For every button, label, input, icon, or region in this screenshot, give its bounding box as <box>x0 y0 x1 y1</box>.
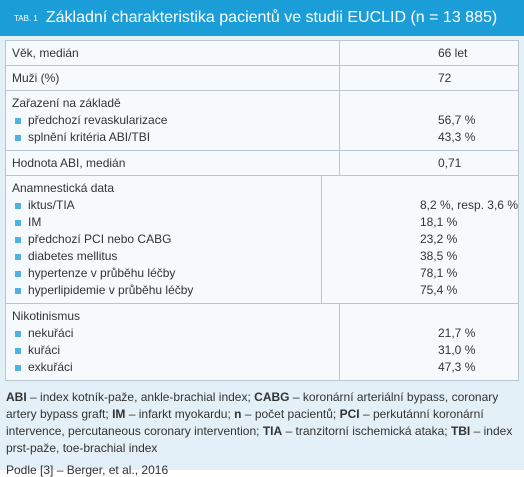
footnote-definition: – koronární arteriální bypass, coronary … <box>6 390 499 421</box>
label-cell: Hodnota ABI, medián <box>6 151 339 175</box>
item-label: splnění kritéria ABI/TBI <box>12 129 333 146</box>
item-label: diabetes mellitus <box>12 248 315 265</box>
footnote-term: n <box>234 407 242 421</box>
label-cell: Anamnestická data iktus/TIA IM předchozí PC… <box>6 176 321 303</box>
label-cell: Nikotinismus nekuřáci kuřáci exkuřáci <box>6 304 339 380</box>
table-row: Anamnestická data iktus/TIA IM předchozí PC… <box>6 175 518 303</box>
item-value: 23,2 % <box>419 232 458 246</box>
footnote: ABI – index kotník-paže, ankle-brachial … <box>6 389 518 457</box>
item-label: nekuřáci <box>12 325 333 342</box>
row-label: Muži (%) <box>12 71 60 85</box>
item-label: exkuřáci <box>12 359 333 376</box>
value-cell: 56,7 % 43,3 % <box>339 91 518 150</box>
footnote-term: TIA <box>262 424 283 438</box>
table-row: Nikotinismus nekuřáci kuřáci exkuřáci 21,7 %… <box>6 303 518 380</box>
table-row: Věk, medián 66 let <box>6 41 518 65</box>
footnote-definition: – počet pacientů; <box>244 407 337 421</box>
table-row: Zařazení na základě předchozí revaskulari… <box>6 90 518 150</box>
item-value: 8,2 %, resp. 3,6 % <box>419 198 518 212</box>
item-value: 21,7 % <box>438 326 476 340</box>
item-value: 56,7 % <box>438 113 476 127</box>
item-label: kuřáci <box>12 342 333 359</box>
header: TAB. 1 Základní charakteristika pacientů… <box>0 0 524 36</box>
label-cell: Muži (%) <box>6 66 339 90</box>
table-row: Hodnota ABI, medián 0,71 <box>6 150 518 175</box>
value-cell: 21,7 % 31,0 % 47,3 % <box>339 304 518 380</box>
item-label: předchozí revaskularizace <box>12 112 333 129</box>
source: Podle [3] – Berger, et al., 2016 <box>6 463 169 477</box>
footnote-term: ABI <box>6 390 27 404</box>
item-value: 75,4 % <box>419 283 458 297</box>
row-label: Věk, medián <box>12 46 79 60</box>
item-value: 38,5 % <box>419 249 458 263</box>
group-label: Anamnestická data <box>12 181 115 195</box>
footnote-definition: – tranzitorní ischemická ataka; <box>285 424 448 438</box>
row-value: 0,71 <box>438 156 462 170</box>
table-title: Základní charakteristika pacientů ve stu… <box>45 9 498 26</box>
footnote-definition: – infarkt myokardu; <box>128 407 231 421</box>
spacer <box>340 95 518 112</box>
item-label: hypertenze v průběhu léčby <box>12 265 315 282</box>
value-cell: 8,2 %, resp. 3,6 % 18,1 % 23,2 % 38,5 % 78,1… <box>320 176 518 303</box>
label-cell: Zařazení na základě předchozí revaskulari… <box>6 91 339 150</box>
footnote-definition: – index kotník-paže, ankle-brachial inde… <box>30 390 251 404</box>
row-value: 66 let <box>438 46 468 60</box>
item-label: iktus/TIA <box>12 197 315 214</box>
footnote-definition: – perkutánní koronární intervence, percu… <box>6 407 484 438</box>
spacer <box>340 308 518 325</box>
footnote-definition: – index prst-paže, toe-brachial index <box>6 424 513 455</box>
footnote-term: TBI <box>450 424 471 438</box>
spacer <box>322 180 518 197</box>
item-value: 43,3 % <box>438 130 476 144</box>
table-tag: TAB. 1 <box>14 13 38 23</box>
item-label: předchozí PCI nebo CABG <box>12 231 315 248</box>
footnote-term: PCI <box>339 407 360 421</box>
item-label: hyperlipidemie v průběhu léčby <box>12 282 315 299</box>
footnote-term: IM <box>112 407 126 421</box>
group-label: Nikotinismus <box>12 309 81 323</box>
item-value: 78,1 % <box>419 266 458 280</box>
item-value: 18,1 % <box>419 215 458 229</box>
item-label: IM <box>12 214 315 231</box>
row-label: Hodnota ABI, medián <box>12 156 126 170</box>
item-value: 47,3 % <box>438 360 476 374</box>
footnote-term: CABG <box>254 390 290 404</box>
value-cell: 72 <box>339 66 518 90</box>
table: Věk, medián 66 let Muži (%) 72 Zařazení na z… <box>5 40 519 381</box>
table-row: Muži (%) 72 <box>6 65 518 90</box>
value-cell: 66 let <box>339 41 518 65</box>
row-value: 72 <box>438 71 452 85</box>
group-label: Zařazení na základě <box>12 96 121 110</box>
label-cell: Věk, medián <box>6 41 339 65</box>
item-value: 31,0 % <box>438 343 476 357</box>
value-cell: 0,71 <box>339 151 518 175</box>
